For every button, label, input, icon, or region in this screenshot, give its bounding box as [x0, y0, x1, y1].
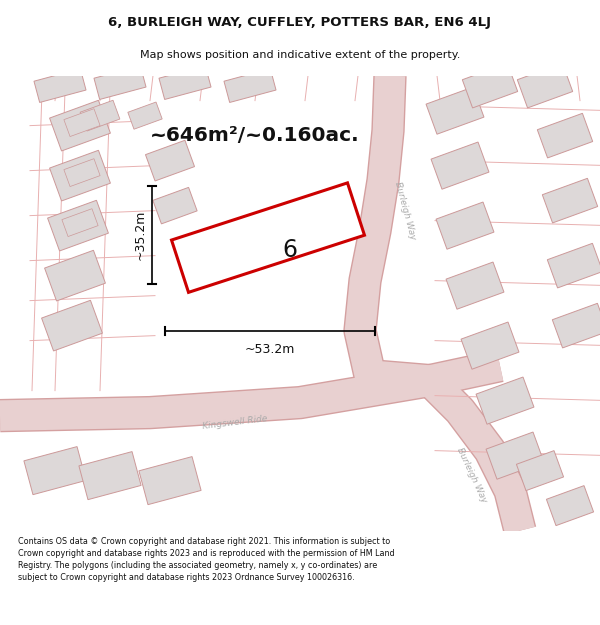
Polygon shape — [34, 69, 86, 102]
Polygon shape — [538, 113, 593, 158]
Polygon shape — [80, 100, 120, 131]
Polygon shape — [79, 452, 141, 499]
Text: Burleigh Way: Burleigh Way — [455, 447, 489, 504]
Polygon shape — [24, 447, 86, 494]
Polygon shape — [553, 303, 600, 348]
Polygon shape — [461, 322, 519, 369]
Text: ~35.2m: ~35.2m — [134, 209, 147, 260]
Text: Map shows position and indicative extent of the property.: Map shows position and indicative extent… — [140, 50, 460, 60]
Text: Burleigh Way: Burleigh Way — [393, 181, 417, 241]
Text: Contains OS data © Crown copyright and database right 2021. This information is : Contains OS data © Crown copyright and d… — [18, 537, 395, 581]
Polygon shape — [517, 63, 572, 108]
Polygon shape — [159, 66, 211, 99]
Text: 6: 6 — [283, 238, 298, 262]
Polygon shape — [139, 457, 201, 504]
Polygon shape — [128, 102, 162, 129]
Text: Kingswell Ride: Kingswell Ride — [202, 414, 268, 431]
Text: ~646m²/~0.160ac.: ~646m²/~0.160ac. — [150, 126, 360, 145]
Polygon shape — [47, 200, 109, 251]
Polygon shape — [517, 451, 563, 491]
Polygon shape — [50, 150, 110, 201]
Polygon shape — [64, 109, 100, 136]
Polygon shape — [547, 243, 600, 288]
Polygon shape — [476, 377, 534, 424]
Polygon shape — [542, 178, 598, 223]
Polygon shape — [486, 432, 544, 479]
Polygon shape — [426, 87, 484, 134]
Polygon shape — [446, 262, 504, 309]
Polygon shape — [62, 209, 98, 236]
Text: 6, BURLEIGH WAY, CUFFLEY, POTTERS BAR, EN6 4LJ: 6, BURLEIGH WAY, CUFFLEY, POTTERS BAR, E… — [109, 16, 491, 29]
Polygon shape — [172, 183, 364, 292]
Polygon shape — [547, 486, 593, 526]
Polygon shape — [436, 202, 494, 249]
Polygon shape — [64, 159, 100, 186]
Polygon shape — [153, 188, 197, 224]
Polygon shape — [431, 142, 489, 189]
Polygon shape — [41, 300, 103, 351]
Polygon shape — [463, 63, 518, 108]
Polygon shape — [94, 66, 146, 99]
Polygon shape — [224, 69, 276, 102]
Polygon shape — [44, 250, 106, 301]
Text: ~53.2m: ~53.2m — [245, 342, 295, 356]
Polygon shape — [50, 100, 110, 151]
Polygon shape — [145, 140, 194, 181]
